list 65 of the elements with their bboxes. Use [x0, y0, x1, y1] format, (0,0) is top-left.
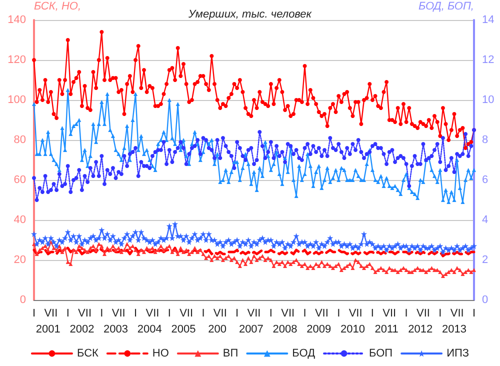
y2-tick-label: 14: [482, 14, 494, 26]
text: 2005: [171, 324, 196, 336]
x-tick-label: I: [438, 308, 442, 320]
x-tick-label: VII: [281, 308, 295, 320]
text: 2002: [70, 324, 94, 336]
x-tick-label: VII: [416, 308, 430, 320]
x-tick-label: VII: [180, 308, 194, 320]
x-tick-label: I: [236, 308, 239, 320]
y2-tick-label: 0: [482, 294, 488, 306]
legend-label: БСК: [76, 348, 100, 360]
y2-tick-label: 12: [482, 54, 494, 66]
x-tick-label: I: [269, 308, 272, 320]
x-tick-label: I: [168, 308, 171, 320]
y2-tick-label: 10: [482, 94, 494, 106]
text: 2008: [272, 324, 298, 336]
x-tick-label: I: [472, 308, 476, 320]
x-tick-label: VII: [78, 308, 92, 320]
y-axis-title: БСК, НО,: [34, 0, 82, 12]
y2-tick-label: 6: [482, 174, 488, 186]
x-tick-label: VII: [382, 308, 396, 320]
x-tick-label: VII: [348, 308, 362, 320]
text: 2004: [137, 324, 162, 336]
legend-label: БОД: [292, 348, 316, 360]
legend-label: БОП: [369, 348, 393, 360]
y2-tick-label: 8: [482, 134, 488, 146]
text: 2003: [104, 324, 128, 336]
legend-label: НО: [152, 348, 170, 360]
text: 2007: [238, 324, 264, 336]
x-tick-label: I: [100, 308, 104, 320]
y2-axis-title: БОД, БОП,: [418, 0, 474, 12]
text: 2011: [374, 324, 398, 336]
legend-label: ВП: [222, 348, 238, 360]
text: 200: [208, 324, 227, 336]
y-tick-label: 80: [14, 134, 26, 146]
x-tick-label: I: [303, 308, 306, 320]
y-tick-label: 60: [14, 174, 26, 186]
x-tick-label: I: [32, 308, 36, 320]
y2-tick-label: 4: [482, 214, 488, 226]
y-tick-label: 40: [14, 214, 26, 226]
y-tick-label: 0: [20, 294, 26, 306]
y-tick-label: 120: [8, 54, 26, 66]
x-tick-label: VII: [450, 308, 464, 320]
x-tick-label: VII: [247, 308, 261, 320]
chart-title: Умерших, тыс. человек: [188, 8, 312, 20]
x-tick-label: VII: [44, 308, 58, 320]
x-tick-label: I: [370, 308, 374, 320]
x-tick-label: I: [134, 308, 138, 320]
text: 2012: [408, 324, 433, 336]
text: 2013: [442, 324, 466, 336]
x-tick-label: VII: [112, 308, 126, 320]
text: 2010: [340, 324, 365, 336]
y-tick-label: 140: [8, 14, 26, 26]
x-tick-label: VII: [314, 308, 328, 320]
x-tick-label: I: [337, 308, 340, 320]
x-tick-label: I: [404, 308, 408, 320]
x-tick-label: VII: [146, 308, 160, 320]
text: 2001: [36, 324, 60, 336]
text: 2009: [306, 324, 332, 336]
x-tick-label: I: [202, 308, 205, 320]
x-tick-label: I: [66, 308, 70, 320]
y2-tick-label: 2: [482, 254, 488, 266]
legend-label: ИПЗ: [446, 348, 470, 360]
y-tick-label: 100: [8, 94, 26, 106]
y-tick-label: 20: [14, 254, 26, 266]
x-tick-label: VII: [213, 308, 227, 320]
